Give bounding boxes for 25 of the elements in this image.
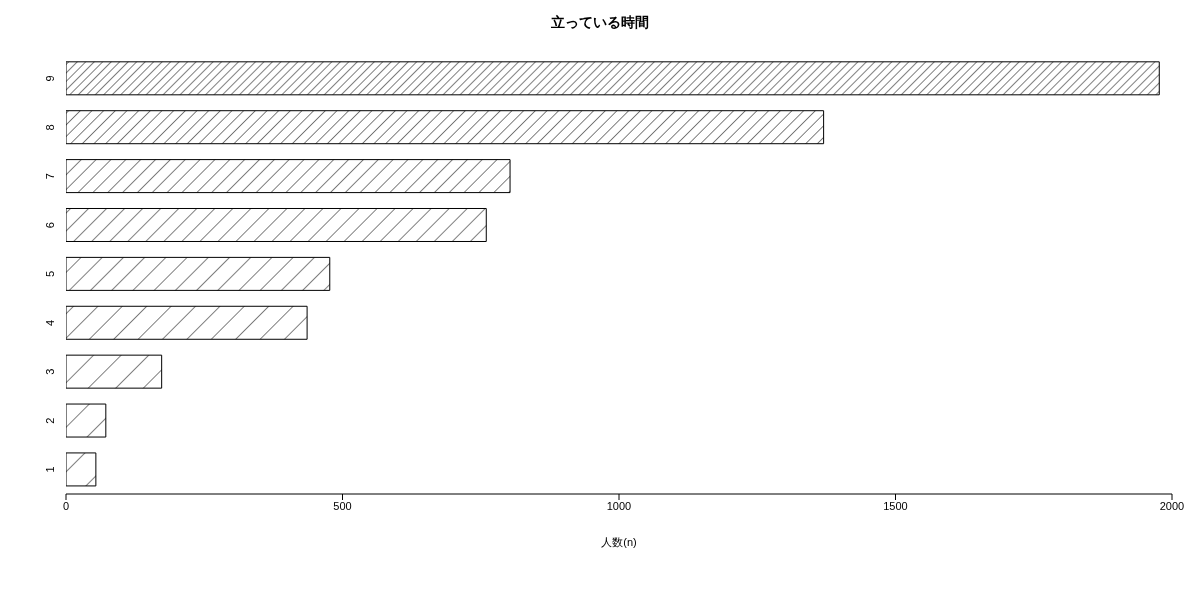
x-tick-label: 1000 (606, 499, 632, 512)
y-tick-label: 7 (44, 173, 56, 180)
y-tick-label: 6 (44, 222, 56, 229)
bar (66, 61, 1160, 96)
y-tick-label: 4 (44, 319, 56, 326)
x-tick-label: 500 (333, 499, 352, 512)
x-tick-label: 2000 (1159, 499, 1185, 512)
y-tick-label: 9 (44, 75, 56, 82)
bar (66, 110, 825, 145)
y-tick-label: 2 (44, 417, 56, 424)
bar (66, 159, 511, 194)
y-tick-label: 3 (44, 368, 56, 375)
x-tick-label: 0 (62, 499, 70, 512)
chart-title: 立っている時間 (550, 14, 650, 32)
y-tick-label: 8 (44, 124, 56, 131)
y-tick-label: 1 (44, 466, 56, 473)
bar (66, 305, 308, 340)
bar (66, 403, 107, 438)
x-tick-label: 1500 (883, 499, 908, 512)
bar (66, 256, 331, 291)
x-axis-title: 人数(n) (601, 536, 637, 548)
bar (66, 452, 97, 487)
y-tick-label: 5 (44, 270, 56, 278)
bar (66, 354, 163, 389)
bar (66, 207, 487, 242)
